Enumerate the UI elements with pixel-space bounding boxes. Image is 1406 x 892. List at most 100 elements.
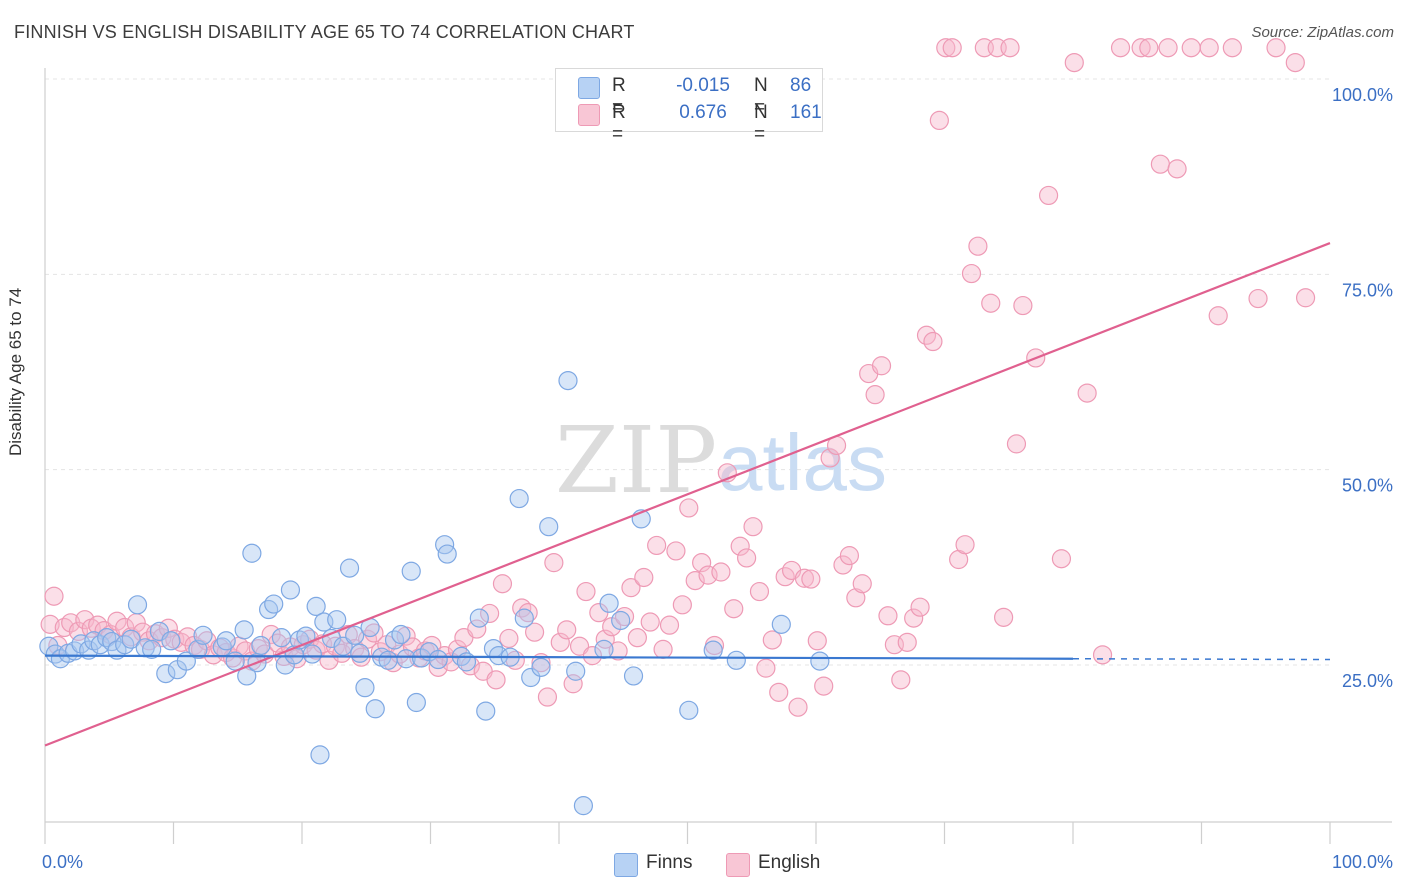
english-point <box>1295 288 1316 308</box>
trend-lines <box>44 242 1331 747</box>
english-point <box>807 631 827 651</box>
finns-point <box>611 610 631 631</box>
english-point <box>730 536 750 556</box>
legend-r-label: R = <box>612 75 626 118</box>
finns-point <box>355 678 375 698</box>
english-point <box>923 331 943 352</box>
finns-point <box>161 631 181 651</box>
legend-swatch-finns <box>578 77 600 99</box>
english-point <box>871 356 892 376</box>
english-points <box>40 38 1316 717</box>
english-point <box>492 574 513 594</box>
finns-point <box>193 625 213 645</box>
watermark: ZIP atlas <box>555 407 887 514</box>
english-point <box>1181 38 1201 58</box>
finns-point <box>350 643 370 663</box>
english-point <box>563 674 583 694</box>
legend-r-label: R = <box>612 102 626 145</box>
english-point <box>1285 52 1305 73</box>
english-point <box>846 588 866 608</box>
finns-point <box>456 652 477 672</box>
y-axis-label: Disability Age 65 to 74 <box>6 287 25 456</box>
english-point <box>891 670 911 690</box>
english-point <box>910 597 930 617</box>
finns-point <box>310 745 330 765</box>
finns-point <box>225 651 245 671</box>
english-point <box>936 38 956 58</box>
finns-point <box>476 701 496 721</box>
legend-r-value-english: 0.676 <box>679 102 727 123</box>
finns-point <box>566 661 586 681</box>
english-point <box>814 676 834 696</box>
finns-point <box>573 796 594 816</box>
finns-point <box>264 594 284 614</box>
finns-point <box>401 561 421 581</box>
english-point <box>1208 306 1228 326</box>
legend-swatch-english <box>578 104 600 126</box>
source-label: Source: ZipAtlas.com <box>1251 24 1394 41</box>
finns-point <box>339 558 360 578</box>
english-point <box>499 628 519 649</box>
english-point <box>480 603 500 624</box>
english-point <box>692 553 712 573</box>
english-point <box>44 586 64 606</box>
english-point <box>724 599 744 619</box>
finns-point <box>258 599 279 620</box>
english-trend-line <box>44 242 1331 747</box>
english-point <box>801 569 821 589</box>
finns-point <box>428 649 448 670</box>
english-point <box>794 568 815 588</box>
finns-point <box>679 700 699 720</box>
finns-point <box>558 370 578 391</box>
finns-point <box>810 651 830 671</box>
finns-point <box>306 596 326 617</box>
english-point <box>1150 154 1170 174</box>
legend-swatch-finns <box>614 853 638 877</box>
english-point <box>621 578 641 598</box>
english-point <box>627 628 647 648</box>
finns-point <box>391 624 411 645</box>
english-point <box>550 632 570 652</box>
english-point <box>1139 38 1159 58</box>
english-point <box>107 611 127 631</box>
series-legend: Finns English <box>0 852 1406 878</box>
finns-point <box>406 692 426 713</box>
finns-points <box>39 370 830 816</box>
finns-point <box>396 649 416 669</box>
english-point <box>557 620 577 640</box>
english-point <box>749 581 770 602</box>
english-point <box>929 110 949 131</box>
english-point <box>672 595 692 615</box>
english-point <box>659 615 680 635</box>
english-point <box>878 606 898 626</box>
finns-point <box>127 595 148 615</box>
chart-title: FINNISH VS ENGLISH DISABILITY AGE 65 TO … <box>14 22 635 42</box>
finns-point <box>365 699 385 719</box>
finns-point <box>599 593 619 613</box>
finns-point <box>327 610 347 630</box>
finns-point <box>521 667 541 688</box>
english-point <box>1038 185 1059 206</box>
english-point <box>833 555 853 575</box>
finns-point <box>623 666 644 686</box>
finns-point <box>539 517 559 537</box>
english-point <box>524 622 545 642</box>
english-point <box>756 658 776 678</box>
finns-point <box>771 614 791 634</box>
finns-point <box>411 648 432 668</box>
english-point <box>968 236 988 256</box>
finns-point <box>437 544 457 564</box>
finns-trend-line <box>44 654 1074 660</box>
english-point <box>852 574 872 594</box>
legend-n-label: N = <box>754 75 768 118</box>
english-point <box>569 636 590 656</box>
finns-point <box>142 639 162 659</box>
finns-point <box>251 635 271 656</box>
english-point <box>769 682 789 702</box>
legend-r-value-finns: -0.015 <box>676 75 730 96</box>
legend-label-finns: Finns <box>646 852 693 873</box>
english-point <box>647 535 667 556</box>
finns-point <box>234 620 254 640</box>
watermark-zip: ZIP <box>555 407 717 514</box>
